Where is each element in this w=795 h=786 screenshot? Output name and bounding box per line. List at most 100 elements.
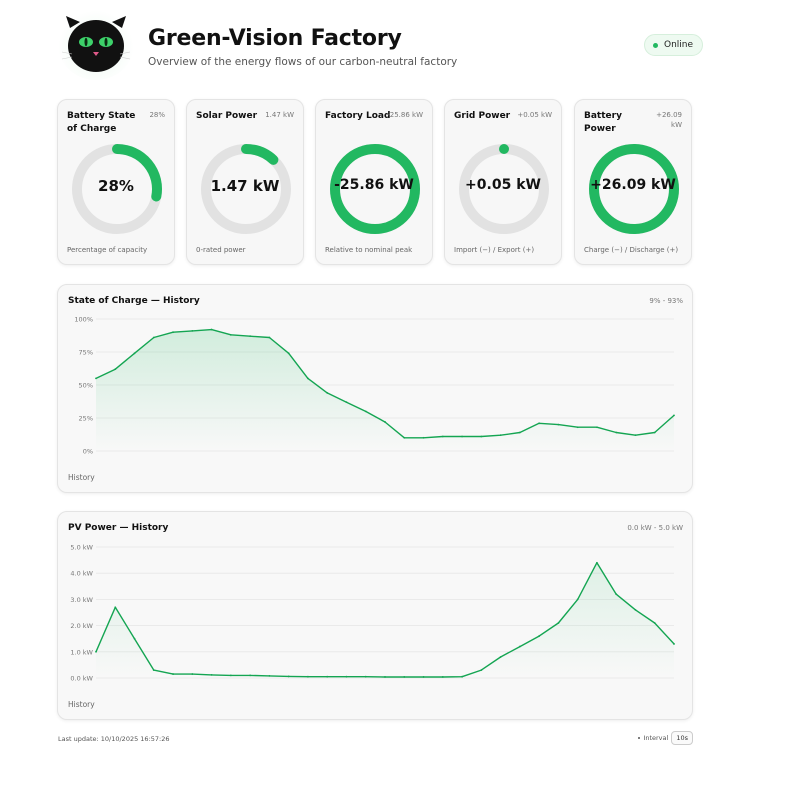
card-title: Solar Power [196,111,258,121]
gauge-ring [72,144,162,234]
data-point [114,606,117,609]
card-value-label: 28% [149,111,165,119]
gauge-value: +0.05 kW [465,177,541,193]
status-badge: Online [644,34,704,56]
pv-history-panel: PV Power — History 0.0 kW - 5.0 kW 5.0 k… [57,511,693,720]
page-title: Green-Vision Factory [148,26,402,51]
card-footer: Import (−) / Export (+) [454,246,535,254]
data-point [307,675,309,678]
data-point [634,434,637,437]
data-point [518,645,521,648]
card-value-label: -25.86 kW [387,111,423,119]
data-point [287,675,290,678]
page-subtitle: Overview of the energy flows of our carb… [148,56,458,68]
data-point [364,675,367,678]
data-point [191,673,194,675]
card-value-label: +26.09 kW [656,111,682,129]
data-point [480,669,483,672]
pv-chart: 5.0 kW 4.0 kW 3.0 kW 2.0 kW 1.0 kW 0.0 kW [70,544,675,683]
data-point [422,436,425,439]
card-title: Battery Power [584,111,622,134]
data-point [326,392,329,394]
y-tick-label: 0% [83,448,93,456]
chart-footer: History [68,700,95,709]
interval-select[interactable]: 10s [671,731,693,745]
gauge-ring [459,144,549,234]
data-point [307,377,309,380]
data-point [653,431,656,434]
chart-footer: History [68,473,95,482]
data-point [538,635,541,637]
data-point [384,676,386,678]
data-point [133,637,136,640]
card-battery-soc: Battery State of Charge 28% 28% Percenta… [57,99,175,265]
card-footer: Percentage of capacity [67,246,148,254]
data-point [480,435,483,438]
card-footer: Relative to nominal peak [325,246,413,254]
series-area [96,562,674,678]
data-point [384,421,386,423]
interval-control: Interval 10s [638,731,693,745]
data-point [673,643,675,645]
gauge-fill [589,144,679,234]
data-point [441,676,444,678]
data-point [133,352,136,355]
chart-range: 0.0 kW - 5.0 kW [627,524,683,532]
data-point [249,335,252,338]
data-point [210,673,213,676]
card-footer: 0-rated power [196,246,246,254]
data-point [615,593,618,596]
data-point [499,434,502,437]
data-point [249,674,252,677]
y-tick-label: 75% [79,349,93,357]
status-dot-icon [653,42,658,48]
y-tick-label: 0.0 kW [70,675,93,683]
gauge-fill [499,144,509,154]
card-solar-power: Solar Power 1.47 kW 1.47 kW 0-rated powe… [186,99,304,265]
y-tick-label: 2.0 kW [70,622,93,630]
card-grid-power: Grid Power +0.05 kW +0.05 kW Import (−) … [444,99,562,265]
card-battery-power: Battery Power +26.09 kW +26.09 kW Charge… [574,99,692,265]
data-point [499,656,502,658]
y-tick-label: 25% [79,415,93,423]
y-tick-label: 3.0 kW [70,596,93,604]
series-area [96,329,674,451]
data-point [557,423,560,426]
data-point [95,377,97,380]
data-point [268,336,271,339]
data-point [596,561,598,564]
card-value-label: +0.05 kW [517,111,552,119]
gauge-fill [241,144,279,165]
data-point [557,622,560,624]
data-point [461,675,463,678]
soc-chart: 100% 75% 50% 25% 0% [74,316,675,456]
bullet-icon [638,737,641,739]
data-point [210,328,213,331]
chart-title: State of Charge — History [68,296,200,306]
data-point [345,675,348,678]
data-point [576,426,579,429]
data-point [287,352,290,355]
card-footer: Charge (−) / Discharge (+) [584,246,679,254]
gauge-fill [112,144,162,202]
data-point [191,329,194,332]
gauge-fill [330,144,420,234]
card-value-label: 1.47 kW [265,111,294,119]
gauge-ring [589,144,679,234]
card-title: Grid Power [454,111,511,121]
data-point [172,331,174,334]
data-point [326,675,329,678]
data-point [403,436,406,439]
last-update-text: Last update: 10/10/2025 16:57:26 [58,735,170,743]
data-point [403,676,406,678]
gauge-value: 1.47 kW [210,177,280,195]
black-cat-logo [58,10,134,80]
data-point [576,598,579,601]
card-title: Factory Load [325,111,391,121]
data-point [596,426,598,429]
data-point [114,368,117,371]
y-tick-label: 5.0 kW [70,544,93,552]
data-point [441,435,444,438]
data-point [268,675,271,677]
data-point [615,431,618,434]
